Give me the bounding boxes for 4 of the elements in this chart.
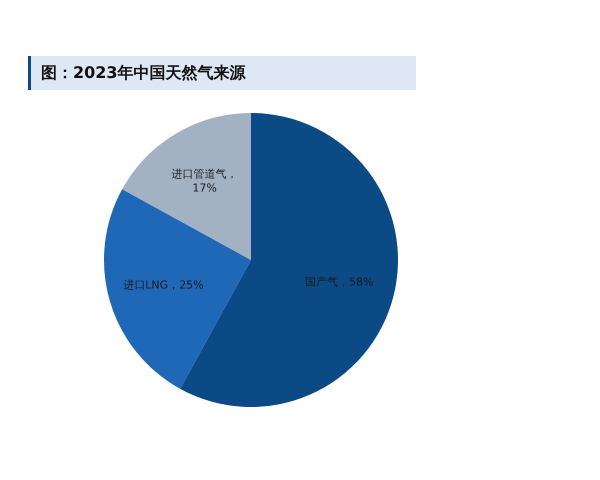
slice-label: 国产气，58%	[305, 276, 374, 289]
slice-label: 进口LNG，25%	[123, 278, 204, 292]
chart-title: 图：2023年中国天然气来源	[28, 56, 416, 90]
slice-label: 进口管道气， 17%	[172, 167, 238, 194]
